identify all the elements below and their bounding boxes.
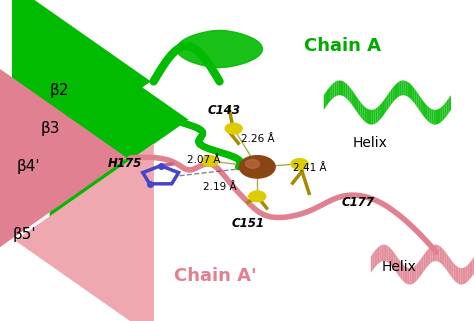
Text: C151: C151 (231, 217, 264, 230)
Circle shape (246, 160, 260, 168)
Text: β3: β3 (40, 121, 60, 136)
Text: β2: β2 (50, 83, 69, 98)
Circle shape (225, 123, 242, 134)
Text: β5': β5' (12, 227, 36, 242)
Circle shape (239, 156, 275, 178)
Circle shape (291, 159, 308, 169)
Text: H175: H175 (108, 157, 143, 170)
Text: β4': β4' (17, 159, 41, 174)
Text: C143: C143 (208, 104, 241, 117)
Text: 2.26 Å: 2.26 Å (241, 134, 274, 144)
Circle shape (249, 191, 266, 202)
Text: 2.41 Å: 2.41 Å (292, 163, 326, 173)
Text: C177: C177 (342, 196, 375, 209)
Text: Helix: Helix (353, 136, 388, 150)
Text: 2.07 Å: 2.07 Å (187, 154, 220, 164)
Circle shape (201, 156, 219, 166)
Text: 2.19 Å: 2.19 Å (202, 183, 236, 193)
Text: Chain A: Chain A (303, 37, 381, 55)
Polygon shape (177, 30, 263, 67)
Text: Helix: Helix (381, 260, 416, 274)
Text: Chain A': Chain A' (173, 267, 256, 285)
